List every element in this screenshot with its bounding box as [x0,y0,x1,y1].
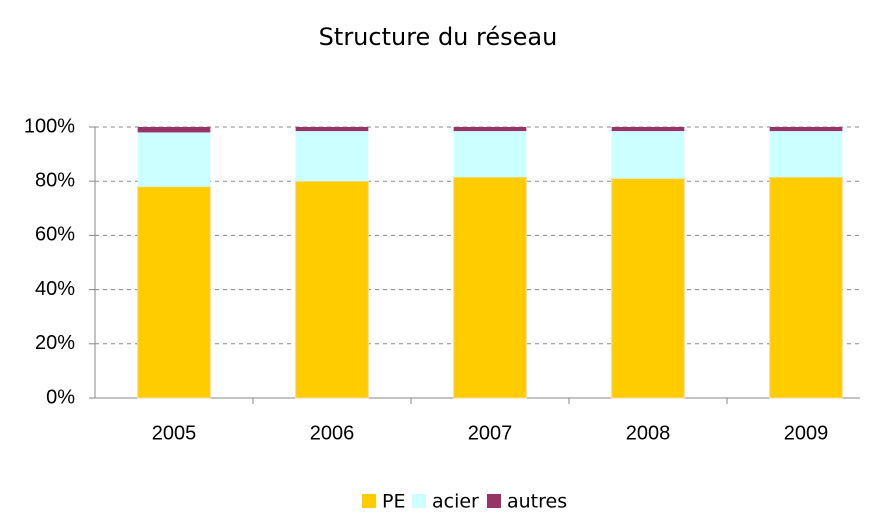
y-tick-label: 20% [35,332,75,354]
chart-title: Structure du réseau [319,23,558,51]
y-tick-label: 100% [24,115,75,137]
legend-label leg: autres [507,491,567,513]
y-tick-label: 40% [35,278,75,300]
legend-swatch [412,494,426,508]
bar-segment [137,132,211,187]
legend-label leg: PE [382,491,405,513]
bar-segment [137,127,211,133]
x-tick-label: 2006 [310,422,355,444]
y-tick-label: 0% [46,386,75,408]
y-tick-label: 80% [35,169,75,191]
legend-swatch [362,494,376,508]
legend-swatch [487,494,501,508]
bar-segment [137,186,211,399]
bar-segment [769,131,843,178]
x-tick-label: 2009 [784,422,829,444]
legend-label leg: acier [432,491,479,513]
bar-segment [611,177,685,399]
x-tick-label: 2008 [626,422,671,444]
bar-segment [611,131,685,179]
bar-segment [295,131,369,182]
bar-segment [295,127,369,132]
bar-segment [769,127,843,132]
bar-segment [611,127,685,132]
bar-segment [453,131,527,178]
bar-segment [769,176,843,399]
bar-segment [295,180,369,399]
x-tick-label: 2005 [152,422,197,444]
bar-segment [453,127,527,132]
x-tick-label: 2007 [468,422,513,444]
bar-segment [453,176,527,399]
y-tick-label: 60% [35,224,75,246]
